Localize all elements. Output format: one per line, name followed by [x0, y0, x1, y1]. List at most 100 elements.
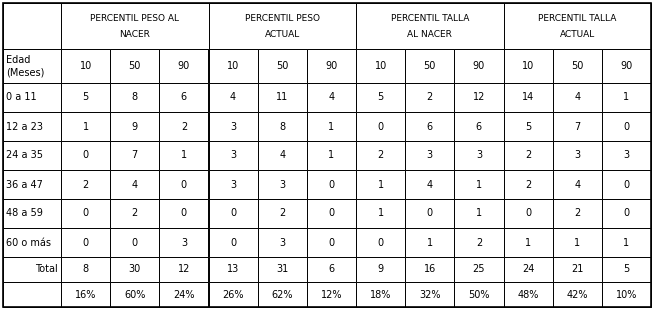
Text: 3: 3: [230, 151, 236, 160]
Bar: [602, 112, 651, 141]
Bar: [553, 228, 602, 257]
Text: 0: 0: [328, 208, 334, 219]
Text: 90: 90: [620, 61, 632, 71]
Text: 0: 0: [377, 238, 384, 248]
Bar: [160, 199, 209, 228]
Text: 16: 16: [424, 264, 436, 275]
Text: 3: 3: [230, 179, 236, 189]
Bar: [61, 282, 110, 307]
Text: 3: 3: [279, 238, 285, 248]
Bar: [455, 170, 504, 199]
Text: 3: 3: [230, 122, 236, 132]
Text: 9: 9: [131, 122, 138, 132]
Text: 8: 8: [82, 264, 89, 275]
Bar: [455, 83, 504, 112]
Text: 2: 2: [131, 208, 138, 219]
Bar: [602, 228, 651, 257]
Text: 2: 2: [525, 179, 531, 189]
Bar: [307, 112, 356, 141]
Text: 2: 2: [476, 238, 482, 248]
Text: 25: 25: [473, 264, 485, 275]
Bar: [356, 170, 405, 199]
Text: 6: 6: [181, 92, 187, 103]
Text: 0: 0: [623, 179, 630, 189]
Text: 0: 0: [328, 238, 334, 248]
Text: 0 a 11: 0 a 11: [6, 92, 37, 103]
Text: 90: 90: [178, 61, 190, 71]
Bar: [258, 228, 307, 257]
Text: 12%: 12%: [320, 290, 342, 299]
Text: 0: 0: [82, 208, 89, 219]
Bar: [61, 83, 110, 112]
Text: 0: 0: [377, 122, 384, 132]
Bar: [504, 257, 553, 282]
Bar: [160, 257, 209, 282]
Text: 0: 0: [82, 238, 89, 248]
Bar: [553, 49, 602, 83]
Text: 18%: 18%: [370, 290, 391, 299]
Text: 4: 4: [230, 92, 236, 103]
Bar: [3, 170, 61, 199]
Bar: [455, 112, 504, 141]
Text: 5: 5: [525, 122, 531, 132]
Text: 10: 10: [522, 61, 534, 71]
Bar: [258, 282, 307, 307]
Text: 24%: 24%: [173, 290, 195, 299]
Text: 4: 4: [279, 151, 285, 160]
Bar: [553, 83, 602, 112]
Bar: [258, 49, 307, 83]
Text: 60%: 60%: [124, 290, 145, 299]
Bar: [504, 170, 553, 199]
Bar: [356, 83, 405, 112]
Text: 10: 10: [79, 61, 92, 71]
Text: Total: Total: [35, 264, 58, 275]
Text: 42%: 42%: [566, 290, 588, 299]
Bar: [504, 49, 553, 83]
Text: 3: 3: [426, 151, 433, 160]
Bar: [209, 83, 258, 112]
Text: PERCENTIL PESO AL: PERCENTIL PESO AL: [90, 14, 179, 23]
Bar: [258, 199, 307, 228]
Text: 1: 1: [525, 238, 531, 248]
Text: 1: 1: [328, 151, 334, 160]
Text: 62%: 62%: [271, 290, 293, 299]
Text: 26%: 26%: [222, 290, 244, 299]
Bar: [61, 3, 209, 49]
Bar: [61, 199, 110, 228]
Bar: [209, 112, 258, 141]
Bar: [356, 3, 504, 49]
Bar: [504, 83, 553, 112]
Text: 50: 50: [424, 61, 436, 71]
Bar: [209, 282, 258, 307]
Text: 11: 11: [276, 92, 288, 103]
Bar: [3, 112, 61, 141]
Bar: [504, 282, 553, 307]
Text: 6: 6: [328, 264, 334, 275]
Bar: [160, 282, 209, 307]
Bar: [602, 141, 651, 170]
Text: 4: 4: [131, 179, 138, 189]
Bar: [3, 199, 61, 228]
Text: 1: 1: [377, 208, 384, 219]
Bar: [602, 49, 651, 83]
Bar: [504, 199, 553, 228]
Text: 90: 90: [325, 61, 337, 71]
Text: 7: 7: [574, 122, 580, 132]
Bar: [110, 49, 160, 83]
Bar: [209, 3, 356, 49]
Text: 5: 5: [377, 92, 384, 103]
Text: 1: 1: [181, 151, 187, 160]
Text: 2: 2: [525, 151, 531, 160]
Text: 2: 2: [426, 92, 433, 103]
Bar: [3, 228, 61, 257]
Bar: [209, 141, 258, 170]
Bar: [455, 49, 504, 83]
Bar: [307, 282, 356, 307]
Bar: [160, 49, 209, 83]
Bar: [110, 228, 160, 257]
Bar: [258, 141, 307, 170]
Text: 0: 0: [230, 208, 236, 219]
Bar: [307, 257, 356, 282]
Bar: [307, 199, 356, 228]
Text: 2: 2: [574, 208, 580, 219]
